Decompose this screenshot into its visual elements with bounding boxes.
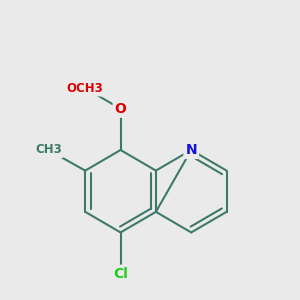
Text: CH3: CH3 (35, 143, 62, 157)
Text: N: N (185, 143, 197, 157)
Text: OCH3: OCH3 (67, 82, 104, 95)
Text: O: O (115, 102, 127, 116)
Text: Cl: Cl (113, 267, 128, 281)
